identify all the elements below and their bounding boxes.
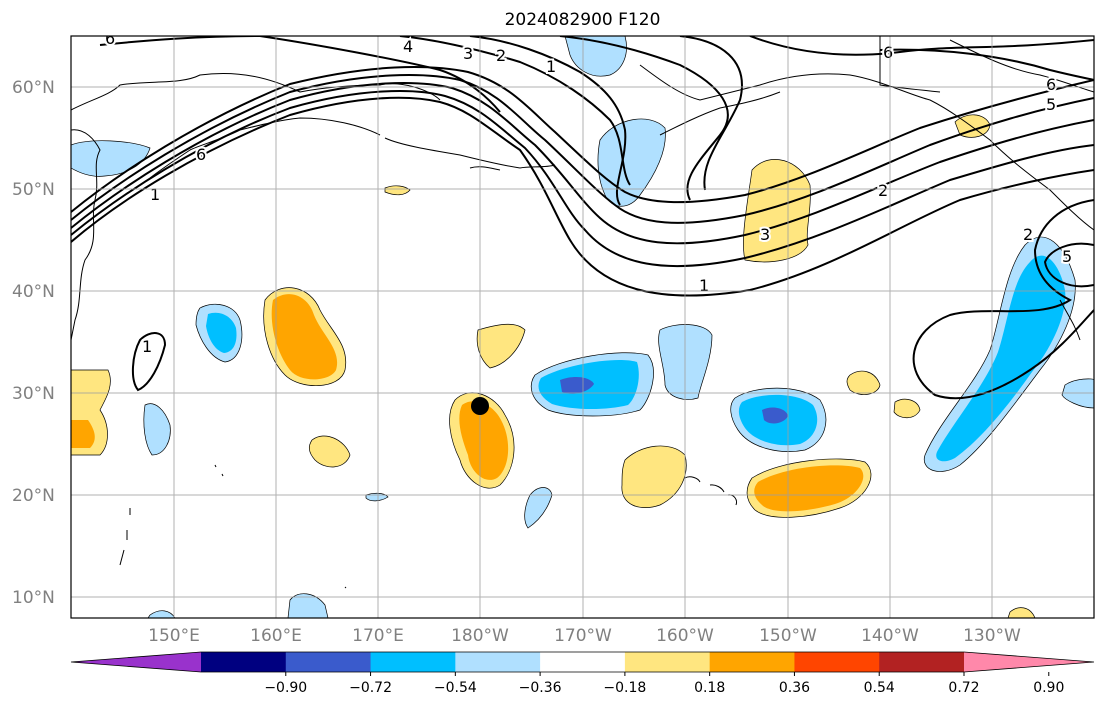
contour-label: 3 xyxy=(463,44,473,63)
map-title: 2024082900 F120 xyxy=(504,10,661,30)
negative-anomaly xyxy=(147,610,176,618)
lat-label: 50°N xyxy=(12,180,55,200)
longitude-labels: 150°E 160°E 170°E 180°W 170°W 160°W 150°… xyxy=(148,626,1021,646)
contour-label: 6 xyxy=(196,145,206,164)
anomaly-shading xyxy=(71,36,1094,618)
positive-anomaly xyxy=(893,398,921,419)
colorbar-segment xyxy=(370,652,456,672)
height-contours xyxy=(71,36,1094,400)
negative-anomaly-core xyxy=(206,312,237,353)
positive-anomaly xyxy=(476,323,526,369)
colorbar-extend-low xyxy=(71,652,201,672)
positive-anomaly xyxy=(308,435,351,468)
positive-anomaly xyxy=(743,159,811,263)
colorbar-segment xyxy=(709,652,795,672)
colorbar-tick-label: −0.54 xyxy=(434,680,477,696)
colorbar-tick-label: 0.90 xyxy=(1033,680,1064,696)
lon-label: 170°W xyxy=(554,626,612,646)
contour-label: 2 xyxy=(496,46,506,65)
contour-label-group: 6 4 3 2 1 6 5 2 3 1 1 2 5 6 1 6 xyxy=(103,29,1074,358)
lat-label: 20°N xyxy=(12,486,55,506)
colorbar-tick-label: −0.90 xyxy=(264,680,307,696)
storm-center-marker xyxy=(471,397,489,415)
contour-label: 1 xyxy=(699,276,709,295)
negative-anomaly-peak xyxy=(560,376,594,394)
lat-label: 40°N xyxy=(12,282,55,302)
positive-anomaly-core xyxy=(71,420,95,448)
colorbar-tick-label: −0.72 xyxy=(349,680,392,696)
lon-label: 150°E xyxy=(148,626,200,646)
contour-label: 6 xyxy=(105,29,115,48)
map-border xyxy=(70,35,1095,619)
colorbar-extend-high xyxy=(964,652,1094,672)
colorbar-segment xyxy=(455,652,541,672)
contour-label: 1 xyxy=(546,57,556,76)
contour-label: 4 xyxy=(403,37,413,56)
negative-anomaly xyxy=(287,593,329,618)
contour-label: 1 xyxy=(150,185,160,204)
negative-anomaly-peak xyxy=(762,407,788,424)
positive-anomaly-core xyxy=(459,401,509,480)
positive-anomaly-core xyxy=(754,465,864,512)
lon-label: 130°W xyxy=(963,626,1021,646)
positive-anomaly xyxy=(384,185,411,196)
contour-label: 2 xyxy=(878,181,888,200)
lon-label: 150°W xyxy=(759,626,817,646)
contour-label: 1 xyxy=(142,337,152,356)
negative-anomaly xyxy=(524,487,553,529)
contour-label: 5 xyxy=(1046,95,1056,114)
lat-label: 60°N xyxy=(12,78,55,98)
lon-label: 180°W xyxy=(451,626,509,646)
colorbar: −0.90 −0.72 −0.54 −0.36 −0.18 0.18 0.36 0.54 0.7… xyxy=(70,651,1095,696)
contour-label: 2 xyxy=(1023,225,1033,244)
colorbar-tick-label: 0.72 xyxy=(948,680,979,696)
positive-anomaly xyxy=(846,370,881,395)
positive-anomaly-core xyxy=(271,294,338,380)
colorbar-segment xyxy=(879,652,965,672)
colorbar-segment xyxy=(624,652,711,672)
lat-label: 10°N xyxy=(12,588,55,608)
colorbar-segment xyxy=(794,652,880,672)
contour-label: 6 xyxy=(1046,75,1056,94)
lon-label: 160°E xyxy=(250,626,302,646)
contour-label: 3 xyxy=(760,225,770,244)
lon-label: 160°W xyxy=(656,626,714,646)
lon-label: 140°W xyxy=(861,626,919,646)
negative-anomaly xyxy=(143,403,171,456)
colorbar-tick-label: 0.18 xyxy=(694,680,725,696)
colorbar-segment xyxy=(201,652,287,672)
colorbar-tick-label: 0.54 xyxy=(864,680,895,696)
positive-anomaly xyxy=(621,445,687,508)
lat-label: 30°N xyxy=(12,384,55,404)
negative-anomaly-core xyxy=(936,255,1066,462)
lon-label: 170°E xyxy=(352,626,404,646)
colorbar-segment xyxy=(540,652,626,672)
positive-anomaly xyxy=(1007,607,1036,618)
contour-label: 6 xyxy=(883,43,893,62)
colorbar-tick-label: 0.36 xyxy=(779,680,810,696)
colorbar-tick-label: −0.36 xyxy=(519,680,562,696)
contour-label: 5 xyxy=(1062,247,1072,266)
latitude-labels: 60°N 50°N 40°N 30°N 20°N 10°N xyxy=(12,78,55,608)
colorbar-outline xyxy=(70,651,1095,673)
colorbar-tick-label: −0.18 xyxy=(603,680,646,696)
colorbar-segment xyxy=(285,652,372,672)
gridlines xyxy=(71,36,1094,618)
